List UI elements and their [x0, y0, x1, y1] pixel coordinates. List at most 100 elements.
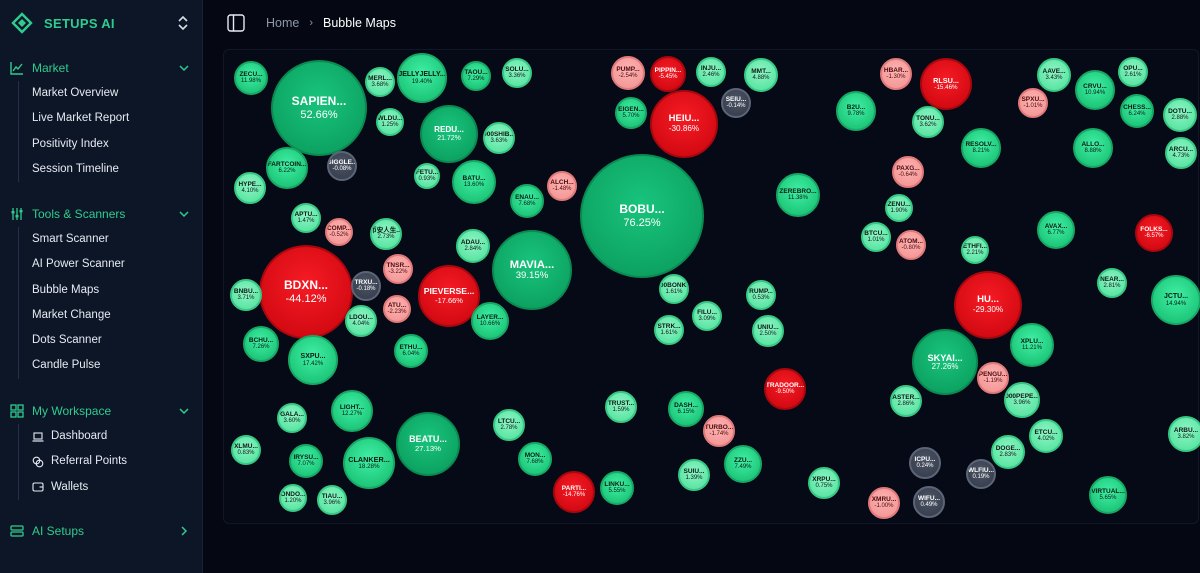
bubble-99[interactable]: ARBU... 3.82% — [1168, 416, 1200, 452]
bubble-10[interactable]: GIGGLE... -0.08% — [327, 151, 357, 181]
bubble-7[interactable]: REDU... 21.72% — [420, 105, 478, 163]
section-my-workspace[interactable]: My Workspace — [10, 401, 192, 421]
bubble-90[interactable]: CRVU... 10.94% — [1075, 70, 1115, 110]
bubble-32[interactable]: LIGHT... 12.27% — [331, 390, 373, 432]
bubble-72[interactable]: RESOLV... 8.21% — [961, 128, 1001, 168]
bubble-86[interactable]: WIFU... 0.49% — [913, 486, 945, 518]
bubble-68[interactable]: PAXG... -0.64% — [892, 156, 924, 188]
bubble-89[interactable]: SPXU... -1.01% — [1018, 88, 1048, 118]
bubble-13[interactable]: HYPE... 4.10% — [234, 172, 266, 204]
sidebar-item-market-change[interactable]: Market Change — [19, 303, 125, 328]
bubble-4[interactable]: TAOU... 7.29% — [461, 61, 491, 91]
bubble-53[interactable]: FILU... 3.09% — [692, 301, 722, 331]
bubble-80[interactable]: ETCU... 4.02% — [1029, 419, 1063, 453]
bubble-52[interactable]: 000BONK...1.61% — [659, 274, 689, 304]
bubble-0[interactable]: ZECU... 11.98% — [234, 61, 268, 95]
bubble-85[interactable]: XMRU... -1.00% — [868, 487, 900, 519]
bubble-24[interactable]: MAVIA... 39.15% — [492, 230, 572, 310]
section-tools-scanners[interactable]: Tools & Scanners — [10, 204, 192, 224]
brand[interactable]: SETUPS AI — [10, 10, 195, 36]
bubble-66[interactable]: RLSU... -15.46% — [920, 58, 972, 110]
bubble-87[interactable]: AAVE... 3.43% — [1037, 58, 1071, 92]
bubble-23[interactable]: PIEVERSE... -17.66% — [418, 265, 480, 327]
breadcrumb-home[interactable]: Home — [266, 16, 300, 30]
bubble-97[interactable]: NEAR... 2.81% — [1097, 268, 1127, 298]
bubble-76[interactable]: PENGU... -1.19% — [977, 362, 1009, 394]
sidebar-item-session-timeline[interactable]: Session Timeline — [19, 157, 129, 182]
bubble-42[interactable]: PARTI... -14.76% — [553, 471, 595, 513]
bubble-84[interactable]: XRPU... 0.75% — [808, 467, 840, 499]
bubble-18[interactable]: ALCH... -1.48% — [547, 171, 577, 201]
bubble-31[interactable]: SXPU... 17.42% — [288, 335, 338, 385]
bubble-74[interactable]: HU... -29.30% — [954, 271, 1022, 339]
bubble-19[interactable]: ADAU... 2.84% — [456, 229, 490, 263]
bubble-5[interactable]: SOLU... 3.36% — [502, 58, 532, 88]
bubble-20[interactable]: BDXN... -44.12% — [259, 245, 353, 339]
bubble-17[interactable]: ENAU... 7.68% — [510, 184, 544, 218]
bubble-75[interactable]: SKYAI... 27.26% — [912, 329, 978, 395]
bubble-59[interactable]: TURBO... -1.74% — [703, 415, 735, 447]
bubble-55[interactable]: RUMP... 0.53% — [746, 280, 776, 310]
sidebar-toggle-icon[interactable] — [227, 14, 245, 32]
bubble-61[interactable]: ZZU... 7.49% — [724, 445, 762, 483]
bubble-44[interactable]: PUMP... -2.54% — [611, 56, 645, 90]
bubble-73[interactable]: ETHFI... 2.21% — [961, 236, 989, 264]
bubble-63[interactable]: ZEREBRO... 11.38% — [776, 173, 820, 217]
sidebar-item-dots-scanner[interactable]: Dots Scanner — [19, 328, 125, 353]
sidebar-item-positivity-index[interactable]: Positivity Index — [19, 132, 129, 157]
bubble-21[interactable]: TNSR... -3.22% — [383, 254, 413, 284]
bubble-58[interactable]: DASH... 6.15% — [668, 391, 704, 427]
sidebar-item-wallets[interactable]: Wallets — [19, 475, 127, 500]
bubble-62[interactable]: TRADOOR... -9.50% — [764, 368, 806, 410]
bubble-14[interactable]: APTU... 1.47% — [291, 203, 321, 233]
bubble-64[interactable]: B2U... 9.78% — [836, 91, 876, 131]
bubble-95[interactable]: AVAX... 6.77% — [1037, 211, 1075, 249]
bubble-8[interactable]: 000SHIB... 3.63% — [483, 122, 515, 154]
bubble-83[interactable]: WLFIU... 0.19% — [966, 459, 996, 489]
bubble-35[interactable]: XLMU... 0.83% — [231, 435, 261, 465]
bubble-16[interactable]: 币安人生... 2.73% — [370, 218, 402, 250]
bubble-78[interactable]: ASTER... 2.86% — [890, 385, 922, 417]
bubble-2[interactable]: MERL... 3.68% — [365, 67, 395, 97]
bubble-60[interactable]: SUIU... 1.39% — [678, 459, 710, 491]
bubble-6[interactable]: WLDU... 1.25% — [376, 108, 404, 136]
bubble-15[interactable]: COMP... -0.52% — [325, 218, 353, 246]
bubble-3[interactable]: JELLYJELLY... 19.40% — [397, 53, 447, 103]
bubble-26[interactable]: ATU... -2.23% — [383, 295, 411, 323]
bubble-12[interactable]: BATU... 13.60% — [452, 160, 496, 204]
bubble-37[interactable]: CLANKER... 18.28% — [343, 437, 395, 489]
bubble-100[interactable]: VIRTUAL... 5.65% — [1089, 476, 1127, 514]
bubble-96[interactable]: FOLKS... -6.57% — [1135, 214, 1173, 252]
bubble-94[interactable]: ARCU... 4.73% — [1165, 137, 1197, 169]
bubble-41[interactable]: MON... 7.68% — [518, 442, 552, 476]
bubble-47[interactable]: MMT... 4.88% — [744, 58, 778, 92]
bubble-50[interactable]: SEIU... -0.14% — [721, 88, 751, 118]
bubble-43[interactable]: LINKU... 5.55% — [600, 471, 634, 505]
bubble-98[interactable]: JCTU... 14.94% — [1151, 275, 1200, 325]
bubble-48[interactable]: EIGEN... 5.70% — [615, 97, 647, 129]
bubble-71[interactable]: ATOM... -0.80% — [896, 230, 926, 260]
bubble-1[interactable]: SAPIEN... 52.66% — [271, 60, 367, 156]
bubble-33[interactable]: GALA... 3.60% — [277, 403, 307, 433]
bubble-81[interactable]: DOGE... 2.83% — [991, 435, 1025, 469]
bubble-36[interactable]: IRYSU... 7.07% — [289, 444, 323, 478]
bubble-22[interactable]: TRXU... -0.18% — [351, 271, 381, 301]
bubble-29[interactable]: BCHU... 7.26% — [243, 326, 279, 362]
bubble-51[interactable]: BOBU... 76.25% — [580, 154, 704, 278]
bubble-11[interactable]: FETU... 0.93% — [414, 163, 440, 189]
sidebar-item-ai-power-scanner[interactable]: AI Power Scanner — [19, 252, 125, 277]
bubble-34[interactable]: BEATU... 27.13% — [396, 412, 460, 476]
bubble-88[interactable]: OPU... 2.61% — [1118, 57, 1148, 87]
sidebar-item-dashboard[interactable]: Dashboard — [19, 424, 127, 449]
bubble-39[interactable]: TIAU... 3.96% — [317, 485, 347, 515]
sidebar-item-live-market-report[interactable]: Live Market Report — [19, 106, 129, 131]
sidebar-item-candle-pulse[interactable]: Candle Pulse — [19, 353, 125, 378]
bubble-77[interactable]: XPLU... 11.21% — [1010, 323, 1054, 367]
section-ai-setups[interactable]: AI Setups — [10, 521, 192, 541]
bubble-46[interactable]: INJU... 2.46% — [696, 57, 726, 87]
bubble-56[interactable]: UNIU... 2.50% — [752, 315, 784, 347]
sidebar-item-smart-scanner[interactable]: Smart Scanner — [19, 227, 125, 252]
bubble-9[interactable]: FARTCOIN... 6.22% — [266, 147, 308, 189]
sidebar-item-bubble-maps[interactable]: Bubble Maps — [19, 278, 125, 303]
bubble-65[interactable]: HBAR... -1.30% — [880, 58, 912, 90]
